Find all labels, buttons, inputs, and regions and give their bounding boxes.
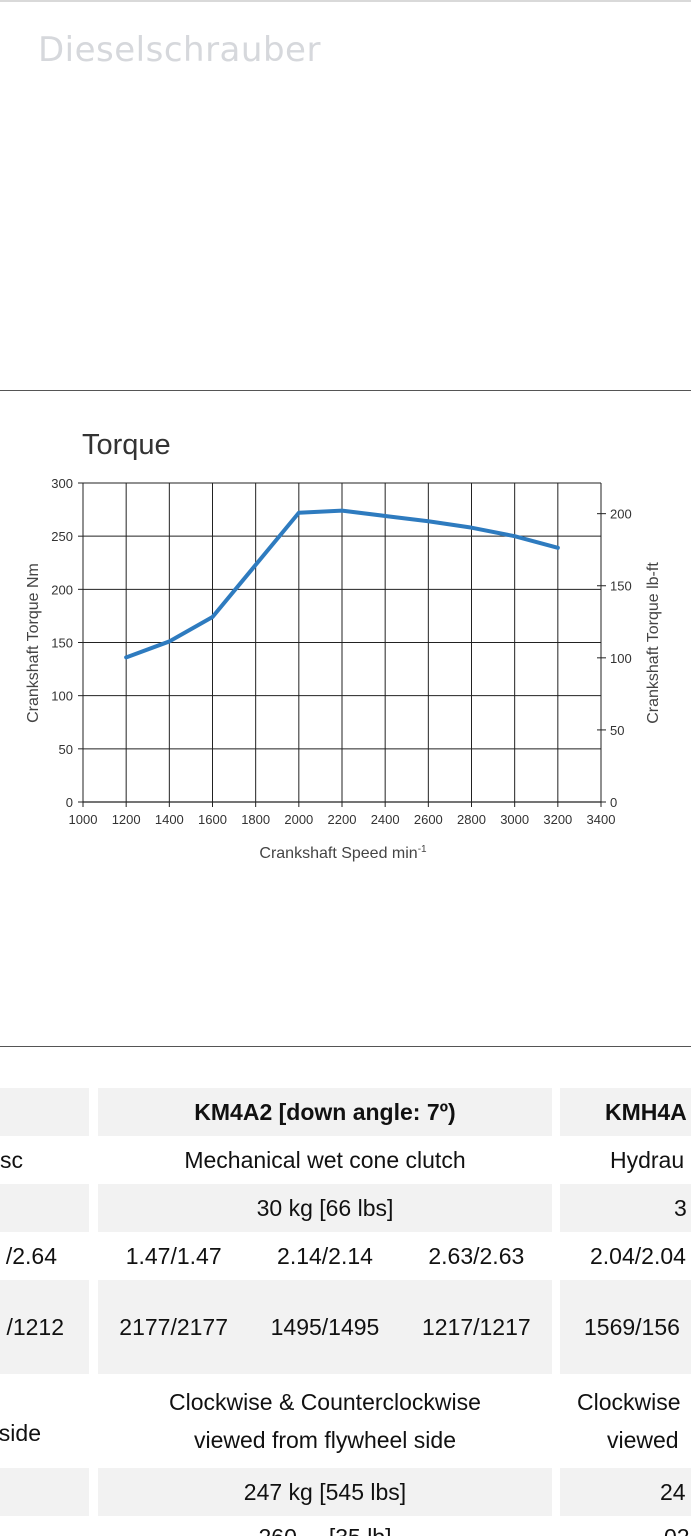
- x-tick-label: 2800: [457, 812, 486, 827]
- y-tick-label: 250: [51, 529, 73, 544]
- spec-table: KM4A2 [down angle: 7º) KMH4A sc Mechanic…: [0, 1088, 691, 1536]
- table-cell: Clockwise viewed: [560, 1374, 691, 1468]
- y-tick-label: 100: [51, 689, 73, 704]
- table-cell: [0, 1184, 89, 1232]
- x-tick-label: 3200: [543, 812, 572, 827]
- table-cell-line: Clockwise: [577, 1389, 681, 1415]
- x-axis-label-superscript: -1: [418, 844, 427, 855]
- table-cell: Mechanical wet cone clutch: [184, 1147, 466, 1173]
- table-cell: 2177/2177 1495/1495 1217/1217: [98, 1280, 552, 1374]
- table-cell: 30 kg [66 lbs]: [98, 1184, 552, 1232]
- column-header-kmh4a: KMH4A: [560, 1088, 691, 1136]
- chart-title: Torque: [82, 429, 171, 461]
- x-tick-label: 3400: [587, 812, 616, 827]
- table-row: side Clockwise & Counterclockwise viewed…: [0, 1374, 691, 1468]
- top-border: [0, 0, 691, 2]
- table-cell: 260 ... [35 lb]: [98, 1516, 552, 1536]
- table-cell: Clockwise & Counterclockwise viewed from…: [98, 1374, 552, 1468]
- table-row: /2.64 1.47/1.47 2.14/2.14 2.63/2.63 2.04…: [0, 1232, 691, 1280]
- x-tick-label: 1000: [69, 812, 98, 827]
- x-tick-label: 2000: [284, 812, 313, 827]
- table-row: sc Mechanical wet cone clutch Hydrau: [0, 1136, 691, 1184]
- table-cell: sc: [0, 1147, 23, 1173]
- table-cell: [0, 1468, 89, 1516]
- table-cell: /1212: [0, 1280, 89, 1374]
- table-cell: /2.64: [5, 1243, 57, 1269]
- table-row: KM4A2 [down angle: 7º) KMH4A: [0, 1088, 691, 1136]
- table-cell: side: [0, 1420, 41, 1446]
- x-tick-label: 1600: [198, 812, 227, 827]
- y2-tick-label: 150: [610, 579, 632, 594]
- y-tick-label: 300: [51, 476, 73, 491]
- y-axis-label: Crankshaft Torque Nm: [25, 563, 42, 723]
- y-tick-label: 50: [59, 742, 73, 757]
- y2-tick-label: 50: [610, 723, 624, 738]
- x-axis-label: Crankshaft Speed min-1: [259, 844, 427, 862]
- table-cell: 1495/1495: [270, 1314, 380, 1340]
- y-tick-label: 0: [66, 795, 73, 810]
- table-cell: 3: [560, 1184, 691, 1232]
- column-header-km4a2: KM4A2 [down angle: 7º): [98, 1088, 552, 1136]
- table-cell: 2.04/2.04: [590, 1243, 686, 1269]
- table-cell: 1569/156: [560, 1280, 691, 1374]
- table-cell: Hydrau: [610, 1147, 685, 1173]
- table-cell: 2.63/2.63: [428, 1243, 525, 1269]
- y2-tick-label: 200: [610, 507, 632, 522]
- torque-chart: Torque 1000 1200 1400 1600 1800 2000 2200 2400 2…: [25, 429, 662, 862]
- x-tick-label: 1400: [155, 812, 184, 827]
- table-row: /1212 2177/2177 1495/1495 1217/1217 1569…: [0, 1280, 691, 1374]
- table-cell-line: viewed from flywheel side: [193, 1427, 457, 1453]
- table-cell: 2177/2177: [119, 1314, 229, 1340]
- divider-bottom: [0, 1046, 691, 1047]
- x-tick-label: 2400: [371, 812, 400, 827]
- x-tick-label: 3000: [500, 812, 529, 827]
- torque-series-line: [124, 508, 560, 660]
- site-title[interactable]: Dieselschrauber: [38, 30, 321, 70]
- table-cell: 02: [560, 1516, 691, 1536]
- table-cell: [0, 1088, 89, 1136]
- table-row: 30 kg [66 lbs] 3: [0, 1184, 691, 1232]
- x-tick-label: 2600: [414, 812, 443, 827]
- table-cell: 24: [560, 1468, 691, 1516]
- y-tick-label: 150: [51, 636, 73, 651]
- x-tick-label: 1200: [112, 812, 141, 827]
- table-cell: 1217/1217: [421, 1314, 531, 1340]
- y2-tick-label: 100: [610, 651, 632, 666]
- y2-axis-label: Crankshaft Torque lb-ft: [645, 562, 662, 724]
- table-cell: 1.47/1.47 2.14/2.14 2.63/2.63: [98, 1232, 552, 1280]
- x-tick-label: 2200: [328, 812, 357, 827]
- y-tick-label: 200: [51, 582, 73, 597]
- table-cell-line: viewed: [606, 1427, 679, 1453]
- y2-tick-label: 0: [610, 795, 617, 810]
- table-cell: 1.47/1.47: [125, 1243, 222, 1269]
- table-cell: 247 kg [545 lbs]: [98, 1468, 552, 1516]
- x-tick-label: 1800: [241, 812, 270, 827]
- table-cell: 2.14/2.14: [277, 1243, 373, 1269]
- table-row: 247 kg [545 lbs] 24: [0, 1468, 691, 1516]
- table-row: 260 ... [35 lb] 02: [0, 1516, 691, 1536]
- divider-top: [0, 390, 691, 391]
- table-cell-line: Clockwise & Counterclockwise: [169, 1389, 481, 1415]
